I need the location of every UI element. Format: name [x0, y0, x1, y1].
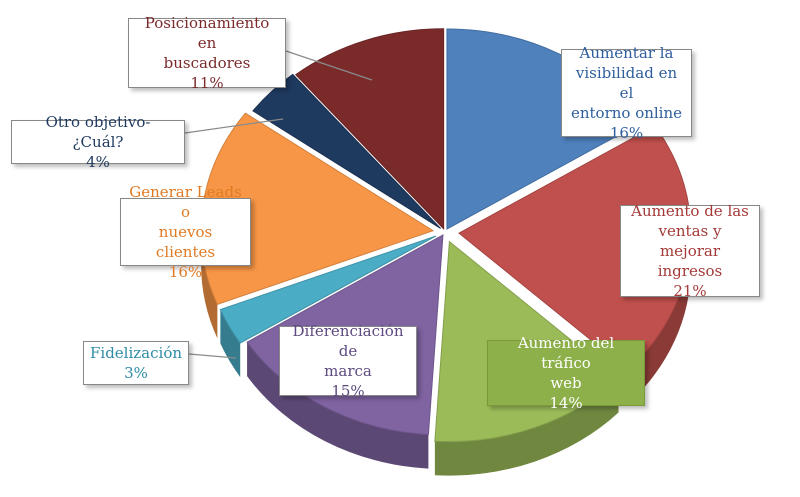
slice-label: Generar Leads o nuevos clientes 16%: [120, 183, 251, 281]
slice-label-text: Diferenciación de: [292, 322, 404, 360]
pie-slice-side: [434, 378, 619, 476]
slice-label-text: Aumentar la: [579, 44, 674, 62]
slice-label: Aumento de las ventas y mejorar ingresos 21…: [620, 202, 760, 300]
slice-label-text: web: [550, 374, 582, 392]
leader-line: [184, 118, 284, 134]
pie-slice-side: [220, 309, 241, 378]
slice-label-text: buscadores: [163, 54, 251, 72]
slice-label: Fidelización 3%: [83, 341, 189, 385]
slice-percent: 4%: [86, 153, 110, 171]
leader-lines: [184, 50, 373, 359]
slice-percent: 14%: [549, 394, 583, 412]
slice-label: Diferenciación de marca 15%: [279, 322, 417, 400]
slice-label-text: Aumento de las: [631, 202, 749, 220]
slice-label-text: Fidelización: [90, 344, 183, 362]
slice-percent: 3%: [124, 364, 148, 382]
slice-percent: 16%: [609, 124, 644, 142]
slice-label-text: Generar Leads o: [129, 183, 242, 221]
slice-label: Aumento del tráfico web 14%: [487, 334, 645, 412]
slice-percent: 16%: [168, 263, 203, 281]
leader-line: [285, 50, 373, 81]
leader-line: [188, 353, 237, 359]
pie-slice-side: [247, 342, 429, 469]
slice-label: Otro objetivo- ¿Cuál? 4%: [11, 113, 185, 171]
slice-label-text: marca: [324, 362, 372, 380]
slice-label-text: Aumento del tráfico: [517, 334, 615, 372]
slice-label-text: ventas y mejorar: [658, 222, 722, 260]
pie-slice: [252, 73, 441, 229]
slice-label-text: Otro objetivo- ¿Cuál?: [45, 113, 151, 151]
slice-label-text: ingresos: [657, 262, 723, 280]
slice-label: Aumentar la visibilidad en el entorno onli…: [561, 44, 692, 142]
slice-label-text: Posicionamiento en: [144, 14, 270, 52]
slice-label-text: visibilidad en el: [575, 64, 678, 102]
slice-label-text: entorno online: [570, 104, 683, 122]
pie-slice: [219, 235, 437, 344]
slice-percent: 11%: [190, 74, 224, 92]
slice-label: Posicionamiento en buscadores 11%: [128, 14, 286, 92]
pie-slice: [295, 28, 445, 230]
slice-percent: 21%: [673, 282, 707, 300]
slice-percent: 15%: [331, 382, 365, 400]
slice-label-text: nuevos clientes: [155, 223, 216, 261]
